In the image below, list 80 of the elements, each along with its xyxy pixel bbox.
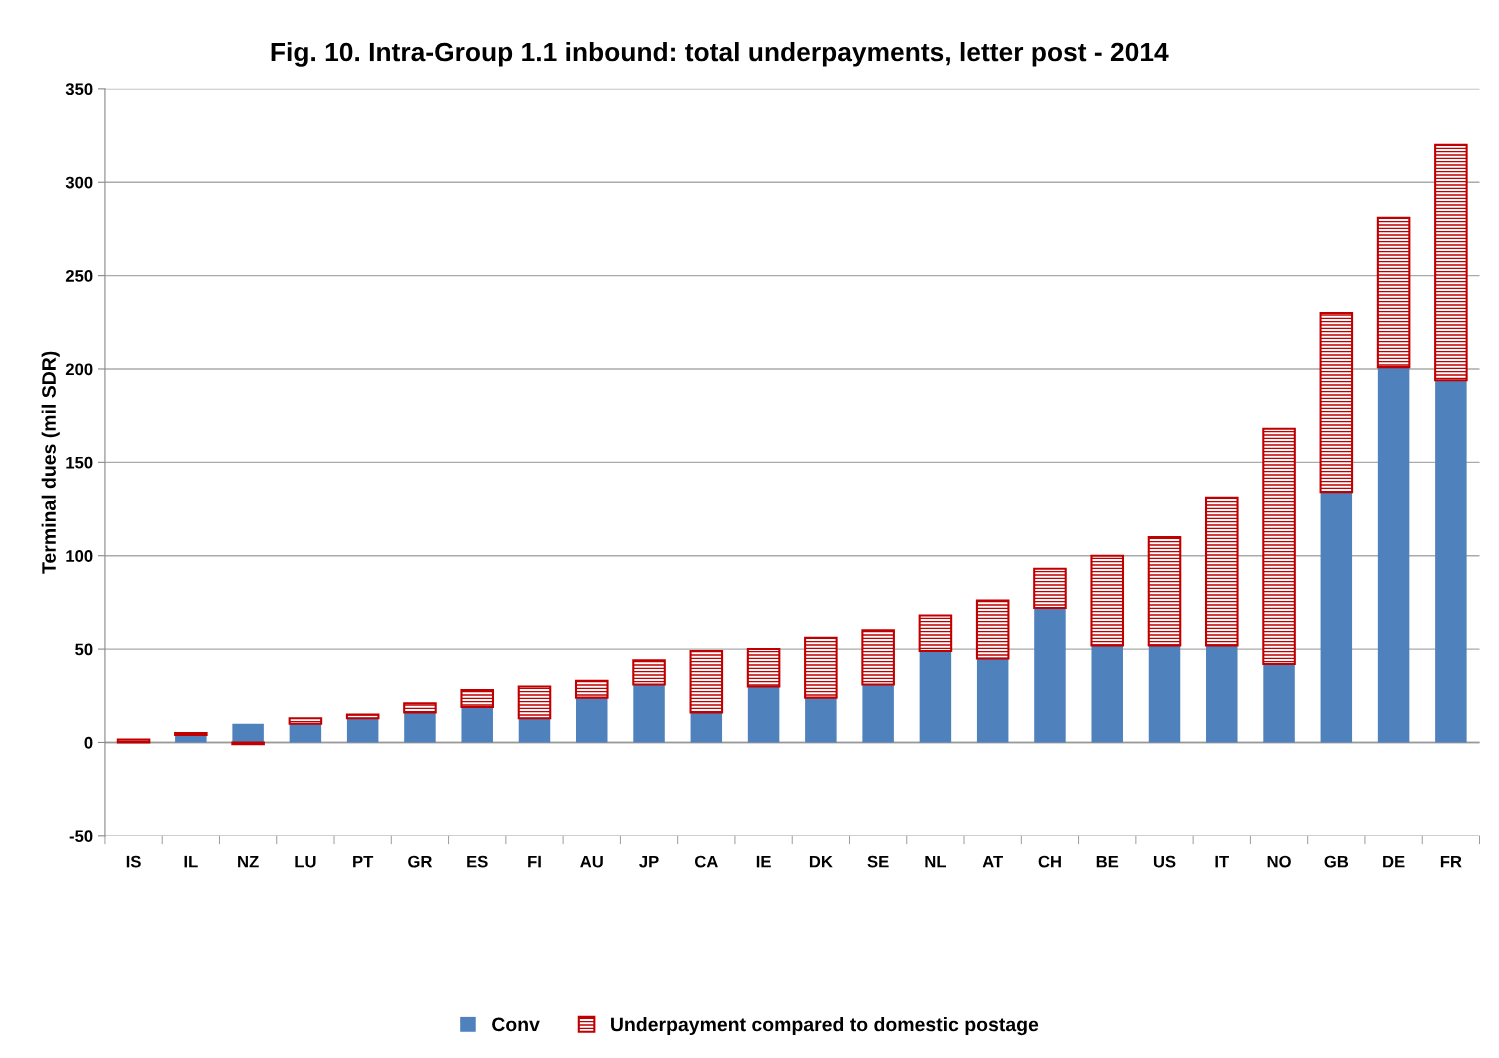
bar [404,712,436,743]
bar [289,723,322,743]
bar [689,649,724,714]
x-tick-label: BE [1096,855,1119,868]
x-tick-label: LU [295,855,316,868]
bar [403,702,437,714]
y-tick-label: 50 [75,643,93,656]
bar [632,659,666,686]
x-tick-label: PT [353,855,374,868]
bar [1434,143,1468,382]
bar [1034,608,1066,743]
bar [633,684,665,743]
y-tick-label: 0 [84,736,93,749]
bar [345,713,380,720]
bar [574,679,609,699]
x-tick-label: JP [639,855,659,868]
bar [804,636,838,699]
x-tick-label: GB [1324,855,1349,868]
bar [1435,380,1467,743]
x-tick-label: US [1153,855,1176,868]
bar [461,706,493,743]
bar [1033,567,1067,610]
bar [1320,492,1353,743]
bar [805,697,837,743]
bar [576,697,608,743]
bar [1206,645,1238,743]
y-tick-label: 150 [66,456,93,469]
bar [1262,427,1296,666]
bar [746,648,781,688]
bar [517,685,552,720]
x-tick-label: DE [1383,855,1405,868]
y-tick-label: 250 [65,270,93,282]
x-tick-label: DK [809,855,833,868]
bar [919,650,952,743]
y-tick-label: -50 [69,830,93,843]
x-tick-label: SE [867,855,889,868]
x-tick-label: CH [1038,855,1061,868]
x-tick-label: ES [467,855,488,868]
bar [1263,664,1295,743]
y-tick-label: 200 [65,363,93,376]
bar [861,629,895,686]
y-tick-label: 300 [65,176,93,189]
x-tick-label: NL [925,855,946,868]
x-tick-label: FI [528,855,541,868]
bar [460,689,494,709]
x-tick-label: NZ [238,855,259,868]
x-tick-label: AT [982,855,1003,868]
bar [1090,554,1125,647]
bar [1377,367,1410,743]
x-tick-label: IT [1215,855,1230,868]
bar [1147,536,1182,647]
bar [1376,216,1411,369]
bar [1319,311,1354,494]
bar [518,718,551,743]
bar [690,712,723,743]
bar [976,658,1009,743]
bar [747,686,780,743]
y-axis-title: Terminal dues (mil SDR) [41,351,60,574]
y-tick-label: 100 [66,550,93,562]
x-tick-label: FR [1440,855,1462,868]
bar [346,718,379,743]
x-tick-label: IE [756,855,771,868]
x-tick-label: AU [580,855,603,868]
x-tick-label: CA [694,855,718,868]
x-tick-label: NO [1267,855,1291,868]
bar [288,717,323,725]
x-tick-label: IL [184,855,198,868]
y-tick-label: 350 [65,83,93,96]
bar [1148,645,1181,743]
x-tick-label: IS [126,855,141,868]
bar [232,723,264,743]
bar [1091,645,1123,743]
x-tick-label: GR [408,855,433,868]
bar [918,614,953,652]
bar [862,684,894,743]
legend-label: Conv [492,1017,540,1032]
bar [1204,496,1239,647]
chart-title: Fig. 10. Intra-Group 1.1 inbound: total underpayments, letter post - 2014 [271,41,1169,67]
bar [975,599,1010,660]
legend-label: Underpayment compared to domestic postage [611,1017,1039,1036]
